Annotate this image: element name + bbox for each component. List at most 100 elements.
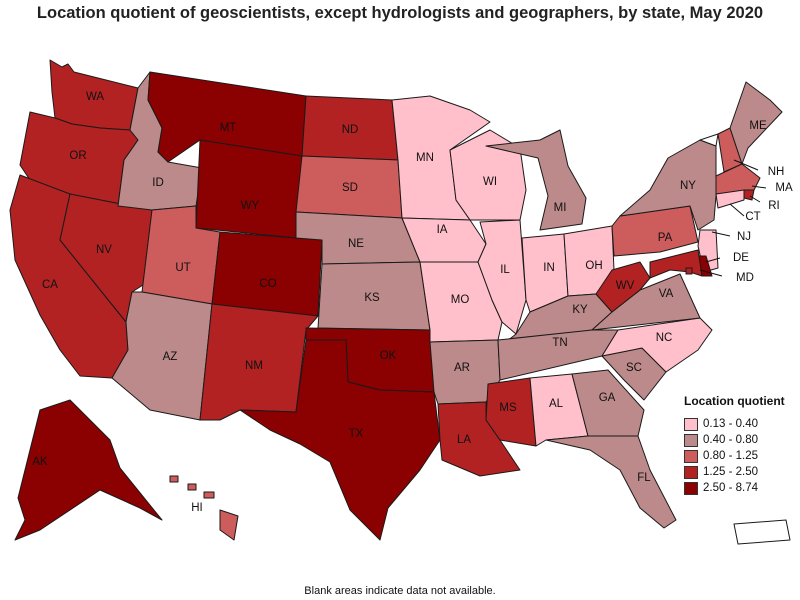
legend-item-2-50-8-74: 2.50 - 8.74	[684, 480, 794, 496]
state-label-nc: NC	[656, 332, 673, 344]
state-label-nv: NV	[96, 244, 112, 256]
state-label-az: AZ	[163, 351, 178, 363]
state-label-ut: UT	[175, 262, 190, 274]
state-label-ny: NY	[680, 180, 696, 192]
state-label-sd: SD	[342, 182, 358, 194]
state-label-ar: AR	[454, 362, 470, 374]
state-ms	[485, 377, 537, 447]
state-label-pa: PA	[658, 232, 673, 244]
state-ga	[571, 369, 645, 437]
state-shapes	[9, 59, 791, 545]
state-vt	[699, 133, 719, 147]
state-label-mo: MO	[451, 294, 470, 306]
state-wv	[595, 261, 651, 313]
state-label-oh: OH	[585, 260, 602, 272]
legend-swatch	[684, 481, 698, 495]
callout-line-de	[705, 257, 721, 263]
state-label-ms: MS	[499, 402, 517, 414]
state-la	[437, 401, 521, 477]
state-nc	[601, 317, 713, 373]
state-label-ky: KY	[572, 304, 588, 316]
state-label-sc: SC	[626, 362, 642, 374]
state-label-de: DE	[733, 252, 749, 264]
state-dc	[685, 267, 693, 275]
legend-title: Location quotient	[684, 394, 785, 408]
state-label-tn: TN	[552, 337, 567, 349]
legend-label: 2.50 - 8.74	[703, 482, 758, 494]
state-ri	[743, 189, 755, 201]
legend-swatch	[684, 433, 698, 447]
state-label-ia: IA	[437, 224, 448, 236]
state-label-fl: FL	[637, 472, 651, 484]
state-label-ct: CT	[745, 211, 760, 223]
state-label-il: IL	[500, 264, 510, 276]
state-label-wa: WA	[86, 91, 104, 103]
state-label-or: OR	[69, 150, 86, 162]
state-label-mn: MN	[416, 152, 434, 164]
state-label-tx: TX	[349, 428, 364, 440]
state-label-nd: ND	[342, 124, 359, 136]
footnote: Blank areas indicate data not available.	[304, 585, 496, 597]
legend-items: 0.13 - 0.40 0.40 - 0.80 0.80 - 1.25 1.25 - …	[684, 416, 794, 496]
state-ma	[715, 163, 761, 195]
state-label-ks: KS	[364, 292, 380, 304]
state-label-ma: MA	[775, 182, 793, 194]
state-fl	[545, 435, 677, 529]
state-hi	[169, 475, 239, 541]
legend-label: 1.25 - 2.50	[703, 466, 758, 478]
state-label-hi: HI	[191, 502, 203, 514]
state-label-va: VA	[659, 288, 674, 300]
state-label-me: ME	[749, 120, 767, 132]
state-label-mi: MI	[554, 202, 567, 214]
state-label-id: ID	[152, 177, 164, 189]
state-label-ri: RI	[768, 200, 780, 212]
state-label-wv: WV	[616, 280, 635, 292]
state-label-ca: CA	[42, 279, 58, 291]
callout-line-md	[699, 269, 723, 277]
state-label-ok: OK	[380, 350, 397, 362]
state-va	[591, 273, 701, 331]
state-label-ga: GA	[599, 392, 616, 404]
state-label-la: LA	[457, 434, 471, 446]
state-labels: WA OR CA NV ID MT WY UT AZ CO NM ND SD NE KS OK TX MN IA MO…	[32, 91, 767, 514]
state-label-nm: NM	[245, 360, 263, 372]
state-label-nh: NH	[768, 166, 785, 178]
state-wi	[449, 129, 527, 221]
legend-swatch	[684, 465, 698, 479]
callout-line-ma	[751, 185, 767, 189]
legend-item-1-25-2-50: 1.25 - 2.50	[684, 464, 794, 480]
map-title: Location quotient of geoscientists, exce…	[36, 4, 764, 22]
state-callouts: NH MA RI CT NJ DE MD	[699, 159, 793, 284]
state-ak	[14, 399, 163, 541]
state-label-mt: MT	[220, 122, 237, 134]
state-label-nj: NJ	[737, 231, 751, 243]
state-wy	[195, 139, 303, 239]
callout-line-nh	[733, 159, 759, 171]
state-il	[477, 219, 527, 335]
legend-label: 0.80 - 1.25	[703, 450, 758, 462]
legend-swatch	[684, 417, 698, 431]
state-label-al: AL	[549, 398, 564, 410]
legend-item-0-13-0-40: 0.13 - 0.40	[684, 416, 794, 432]
state-ct	[715, 189, 745, 209]
state-label-wy: WY	[241, 200, 260, 212]
state-co	[211, 231, 323, 317]
legend-label: 0.13 - 0.40	[703, 418, 758, 430]
legend-item-0-80-1-25: 0.80 - 1.25	[684, 448, 794, 464]
callout-line-nj	[711, 231, 731, 237]
state-label-ak: AK	[32, 456, 48, 468]
state-label-co: CO	[259, 278, 276, 290]
legend-swatch	[684, 449, 698, 463]
state-tx	[239, 339, 441, 541]
state-label-md: MD	[736, 272, 754, 284]
state-pr	[733, 519, 791, 545]
legend: Location quotient 0.13 - 0.40 0.40 - 0.80…	[684, 394, 794, 496]
state-mi	[485, 129, 587, 231]
state-label-in: IN	[543, 262, 555, 274]
callout-line-ri	[749, 195, 761, 203]
state-label-wi: WI	[483, 176, 497, 188]
callout-line-ct	[729, 203, 745, 217]
legend-label: 0.40 - 0.80	[703, 434, 758, 446]
state-label-ne: NE	[348, 238, 364, 250]
